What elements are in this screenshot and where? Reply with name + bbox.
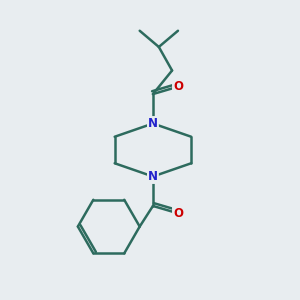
- Text: O: O: [173, 207, 183, 220]
- Text: O: O: [173, 80, 183, 93]
- Text: N: N: [148, 170, 158, 183]
- Text: N: N: [148, 117, 158, 130]
